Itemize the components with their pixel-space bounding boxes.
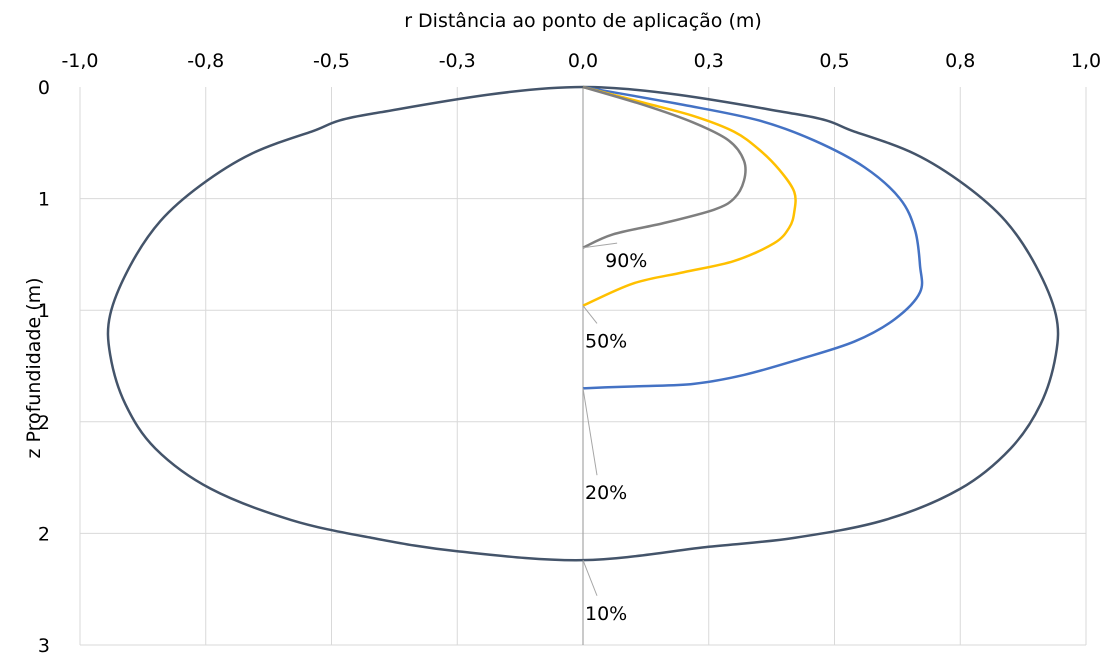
y-tick-label: 2 (38, 412, 50, 434)
isobar-curve-50pct (582, 85, 797, 307)
annotation-leader-line (582, 242, 618, 249)
isobar-labels: 90% 50% 20% 10% (582, 242, 647, 625)
isobar-curve-90pct (582, 85, 747, 249)
annotation-leader-line (582, 560, 598, 596)
x-tick-label: 0,5 (819, 50, 849, 72)
y-tick-label: 1 (38, 300, 50, 322)
isobar-curves (106, 85, 1060, 562)
isobar-curve-10pct (106, 85, 1060, 562)
x-axis-title: r Distância ao ponto de aplicação (m) (404, 10, 762, 32)
isobar-curve-20pct (582, 85, 924, 390)
x-tick-label: 0,3 (694, 50, 724, 72)
y-tick-label: 1 (38, 189, 50, 211)
y-tick-label: 2 (38, 523, 50, 545)
x-tick-label: 1,0 (1071, 50, 1101, 72)
isobar-label: 50% (585, 330, 627, 352)
x-tick-label: -0,5 (313, 50, 350, 72)
y-tick-labels: 0 1 1 2 2 3 (38, 77, 50, 655)
x-tick-label: -1,0 (61, 50, 98, 72)
isobar-label: 90% (605, 250, 647, 272)
annotation-leader-line (582, 388, 598, 476)
x-tick-label: 0,8 (945, 50, 975, 72)
x-tick-label: -0,8 (187, 50, 224, 72)
x-tick-labels: -1,0 -0,8 -0,5 -0,3 0,0 0,3 0,5 0,8 1,0 (61, 50, 1101, 72)
x-tick-label: -0,3 (439, 50, 476, 72)
isobar-label: 20% (585, 482, 627, 504)
annotation-leader-line (582, 305, 598, 324)
y-axis-title: z Profundidade (m) (23, 277, 45, 458)
y-tick-label: 3 (38, 635, 50, 655)
isobar-label: 10% (585, 603, 627, 625)
x-tick-label: 0,0 (568, 50, 598, 72)
y-tick-label: 0 (38, 77, 50, 99)
